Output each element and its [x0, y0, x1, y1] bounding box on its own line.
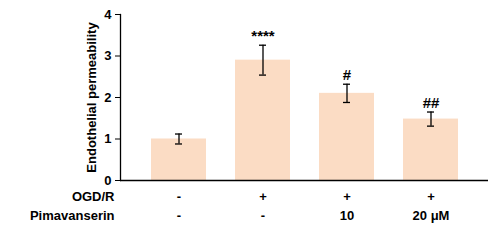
- svg-text:****: ****: [251, 27, 275, 44]
- svg-text:0: 0: [104, 173, 111, 188]
- svg-text:+: +: [427, 189, 435, 204]
- svg-text:10: 10: [340, 208, 354, 223]
- svg-text:##: ##: [423, 94, 440, 111]
- svg-text:3: 3: [104, 48, 111, 63]
- svg-text:OGD/R: OGD/R: [72, 189, 115, 204]
- svg-text:-: -: [177, 189, 181, 204]
- svg-text:Pimavanserin: Pimavanserin: [30, 208, 115, 223]
- svg-text:-: -: [177, 208, 181, 223]
- svg-text:2: 2: [104, 90, 111, 105]
- svg-text:1: 1: [104, 131, 111, 146]
- svg-text:+: +: [343, 189, 351, 204]
- svg-text:#: #: [343, 66, 352, 83]
- svg-text:+: +: [259, 189, 267, 204]
- svg-text:Endothelial permeability: Endothelial permeability: [84, 22, 99, 173]
- svg-text:-: -: [261, 208, 265, 223]
- svg-text:4: 4: [104, 7, 112, 22]
- svg-text:20 μM: 20 μM: [413, 208, 450, 223]
